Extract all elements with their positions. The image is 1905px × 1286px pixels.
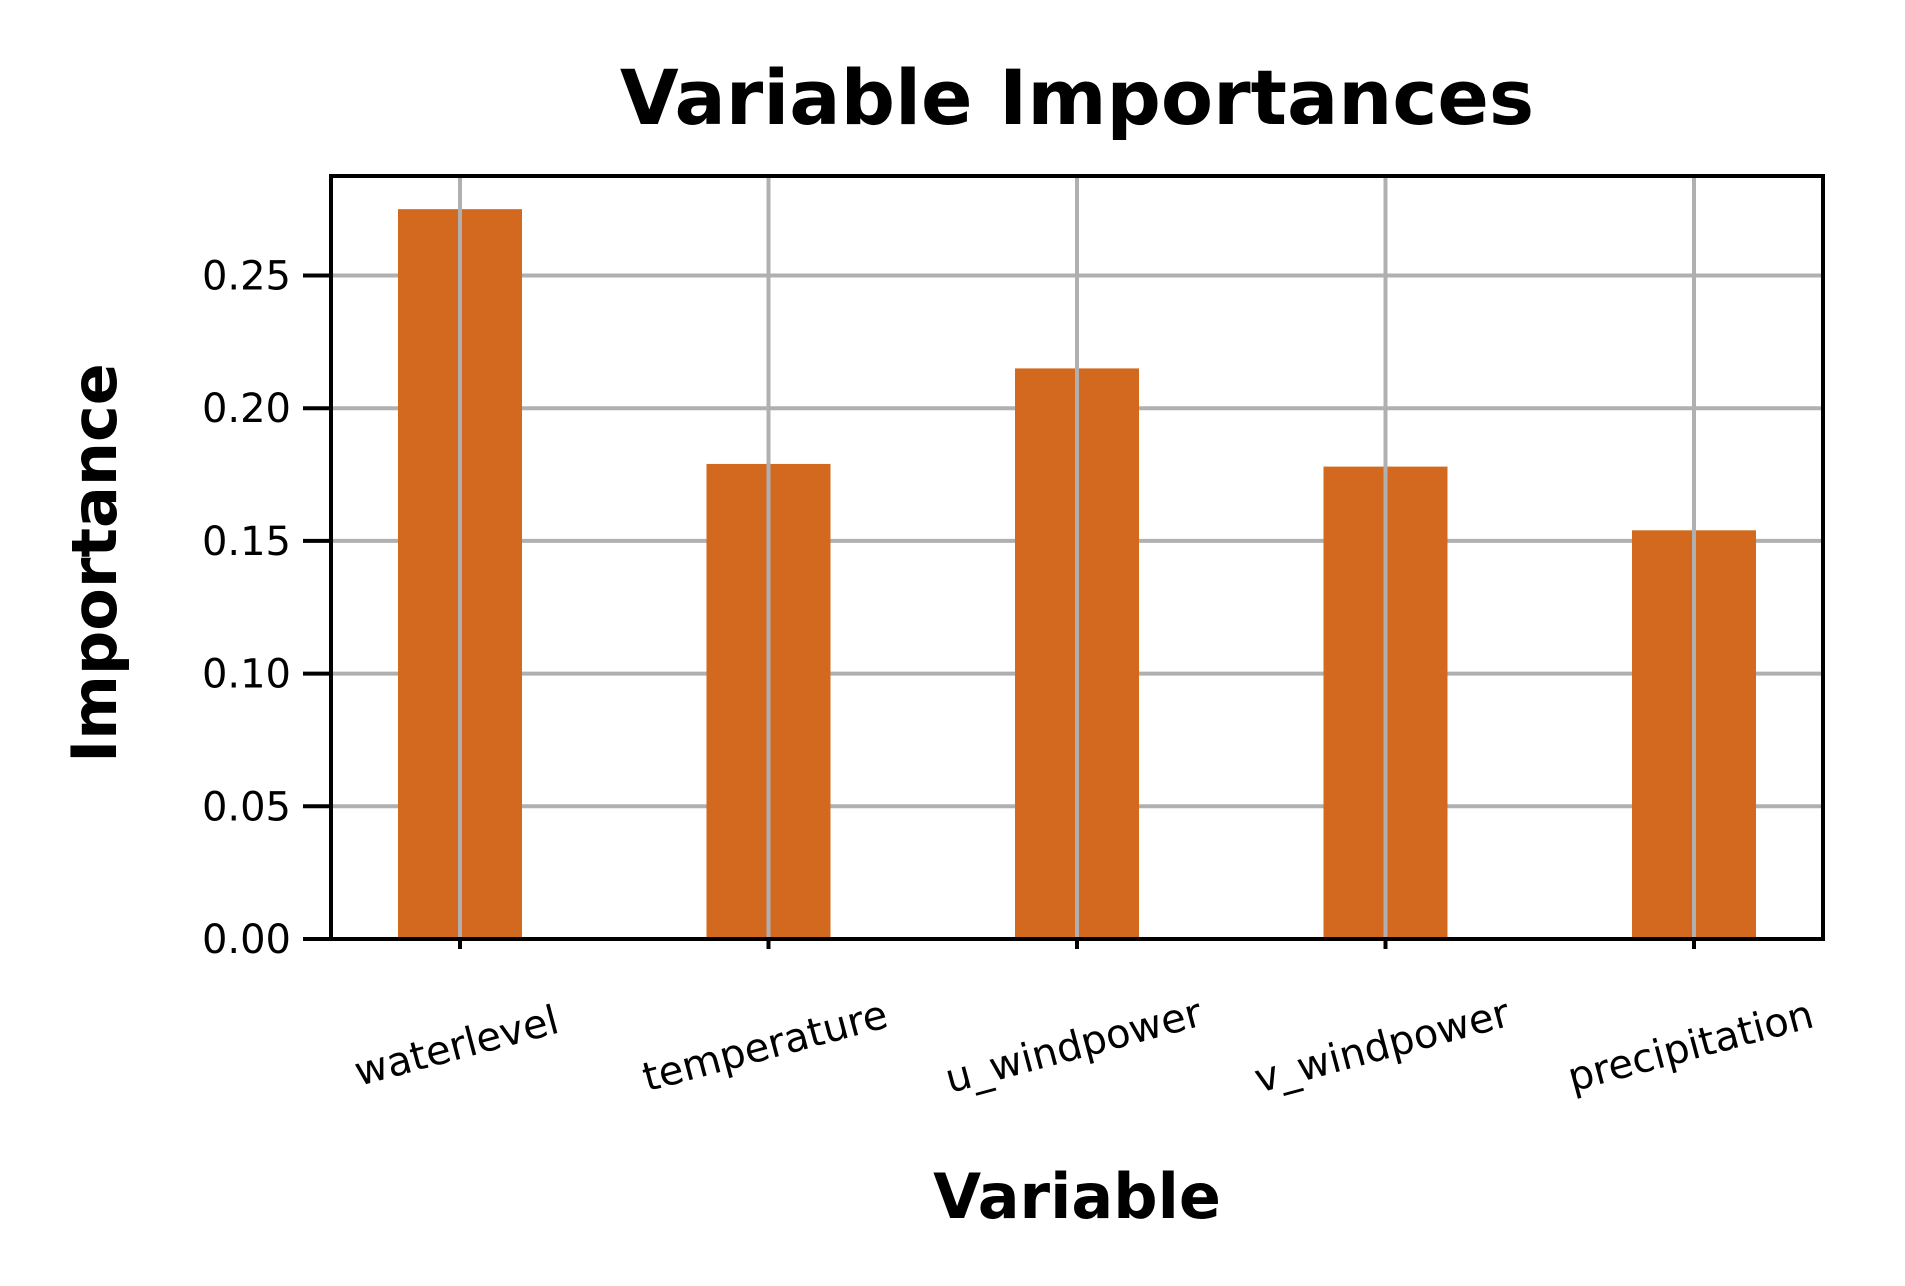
x-tick-label: temperature [638, 992, 893, 1102]
x-tick-label: precipitation [1563, 992, 1818, 1102]
y-axis-ticks: 0.00 0.05 0.10 0.15 0.20 0.25 [202, 254, 331, 963]
y-tick-label: 0.05 [202, 784, 291, 830]
x-tick-label: v_windpower [1250, 990, 1515, 1102]
vertical-grid-lines [458, 176, 1696, 939]
chart-title: Variable Importances [620, 53, 1534, 142]
y-tick-label: 0.20 [202, 386, 291, 432]
y-tick-label: 0.25 [202, 254, 291, 300]
x-tick-label: u_windpower [940, 990, 1207, 1103]
x-tick-label: waterlevel [350, 997, 564, 1096]
x-axis-label: Variable [933, 1160, 1221, 1233]
y-tick-label: 0.10 [202, 652, 291, 698]
x-axis-ticks: waterlevel temperature u_windpower v_windpo… [350, 939, 1818, 1103]
y-tick-label: 0.00 [202, 917, 291, 963]
y-tick-label: 0.15 [202, 519, 291, 565]
y-axis-label: Importance [58, 363, 131, 763]
